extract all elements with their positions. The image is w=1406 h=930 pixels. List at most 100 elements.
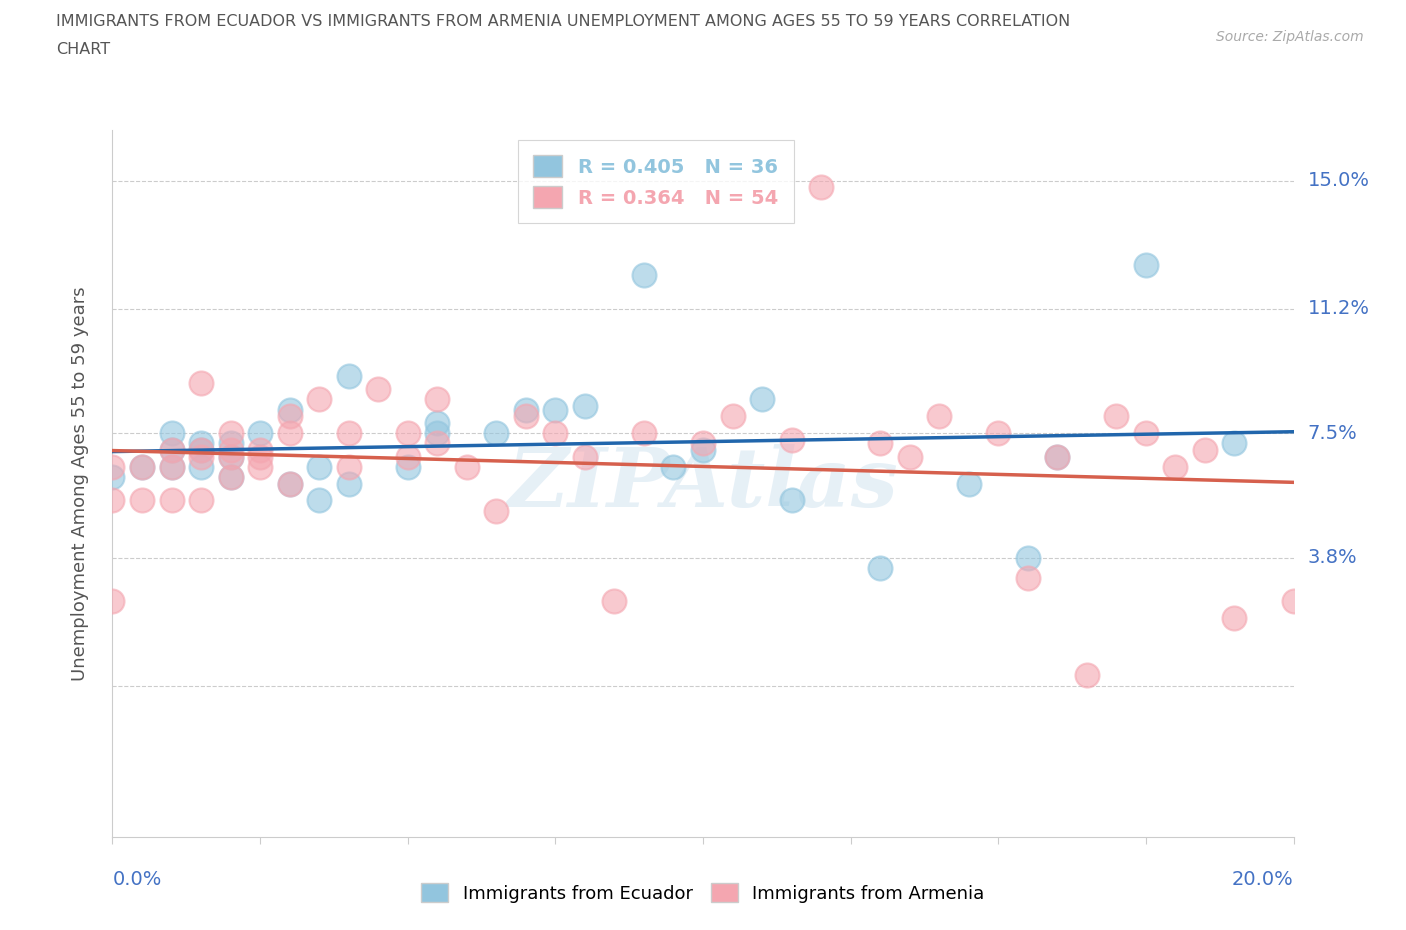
Point	[928, 409, 950, 424]
Point	[1105, 409, 1128, 424]
Point	[131, 493, 153, 508]
Point	[337, 368, 360, 383]
Point	[249, 449, 271, 464]
Point	[574, 449, 596, 464]
Point	[1046, 449, 1069, 464]
Point	[456, 459, 478, 474]
Point	[603, 594, 626, 609]
Point	[337, 459, 360, 474]
Point	[278, 409, 301, 424]
Text: 7.5%: 7.5%	[1308, 423, 1357, 443]
Point	[780, 432, 803, 447]
Point	[1135, 258, 1157, 272]
Point	[426, 436, 449, 451]
Text: ZIPAtlas: ZIPAtlas	[508, 444, 898, 524]
Point	[249, 426, 271, 441]
Point	[1223, 436, 1246, 451]
Text: Source: ZipAtlas.com: Source: ZipAtlas.com	[1216, 30, 1364, 44]
Text: 15.0%: 15.0%	[1308, 171, 1369, 191]
Text: 11.2%: 11.2%	[1308, 299, 1369, 318]
Point	[1046, 449, 1069, 464]
Point	[396, 426, 419, 441]
Legend: Immigrants from Ecuador, Immigrants from Armenia: Immigrants from Ecuador, Immigrants from…	[412, 873, 994, 911]
Point	[396, 449, 419, 464]
Point	[869, 560, 891, 575]
Point	[898, 449, 921, 464]
Point	[367, 382, 389, 397]
Point	[662, 459, 685, 474]
Point	[190, 493, 212, 508]
Point	[101, 470, 124, 485]
Point	[190, 436, 212, 451]
Point	[1135, 426, 1157, 441]
Point	[308, 459, 330, 474]
Point	[751, 392, 773, 407]
Point	[1223, 611, 1246, 626]
Point	[337, 426, 360, 441]
Point	[249, 443, 271, 458]
Point	[515, 409, 537, 424]
Text: 20.0%: 20.0%	[1232, 870, 1294, 888]
Point	[219, 449, 242, 464]
Y-axis label: Unemployment Among Ages 55 to 59 years: Unemployment Among Ages 55 to 59 years	[70, 286, 89, 681]
Point	[426, 426, 449, 441]
Point	[426, 392, 449, 407]
Text: 3.8%: 3.8%	[1308, 548, 1357, 567]
Point	[219, 436, 242, 451]
Point	[190, 459, 212, 474]
Point	[485, 503, 508, 518]
Point	[485, 426, 508, 441]
Point	[160, 459, 183, 474]
Point	[810, 180, 832, 195]
Point	[574, 399, 596, 414]
Point	[219, 470, 242, 485]
Point	[160, 443, 183, 458]
Text: IMMIGRANTS FROM ECUADOR VS IMMIGRANTS FROM ARMENIA UNEMPLOYMENT AMONG AGES 55 TO: IMMIGRANTS FROM ECUADOR VS IMMIGRANTS FR…	[56, 14, 1070, 29]
Point	[278, 402, 301, 417]
Point	[544, 402, 567, 417]
Point	[308, 392, 330, 407]
Point	[515, 402, 537, 417]
Text: CHART: CHART	[56, 42, 110, 57]
Point	[190, 443, 212, 458]
Point	[101, 594, 124, 609]
Point	[426, 416, 449, 431]
Point	[101, 459, 124, 474]
Point	[396, 459, 419, 474]
Point	[692, 436, 714, 451]
Point	[1282, 594, 1305, 609]
Point	[633, 426, 655, 441]
Point	[278, 476, 301, 491]
Point	[633, 268, 655, 283]
Point	[721, 409, 744, 424]
Point	[219, 449, 242, 464]
Point	[190, 449, 212, 464]
Point	[219, 426, 242, 441]
Point	[1017, 551, 1039, 565]
Point	[692, 443, 714, 458]
Point	[190, 443, 212, 458]
Point	[987, 426, 1010, 441]
Point	[219, 443, 242, 458]
Point	[160, 459, 183, 474]
Point	[131, 459, 153, 474]
Point	[278, 426, 301, 441]
Point	[1194, 443, 1216, 458]
Point	[308, 493, 330, 508]
Text: 0.0%: 0.0%	[112, 870, 162, 888]
Point	[278, 476, 301, 491]
Point	[101, 493, 124, 508]
Point	[160, 493, 183, 508]
Point	[131, 459, 153, 474]
Point	[219, 470, 242, 485]
Point	[160, 426, 183, 441]
Point	[190, 375, 212, 390]
Point	[160, 443, 183, 458]
Point	[957, 476, 980, 491]
Point	[1164, 459, 1187, 474]
Legend: R = 0.405   N = 36, R = 0.364   N = 54: R = 0.405 N = 36, R = 0.364 N = 54	[517, 140, 794, 223]
Point	[1017, 570, 1039, 585]
Point	[337, 476, 360, 491]
Point	[249, 459, 271, 474]
Point	[544, 426, 567, 441]
